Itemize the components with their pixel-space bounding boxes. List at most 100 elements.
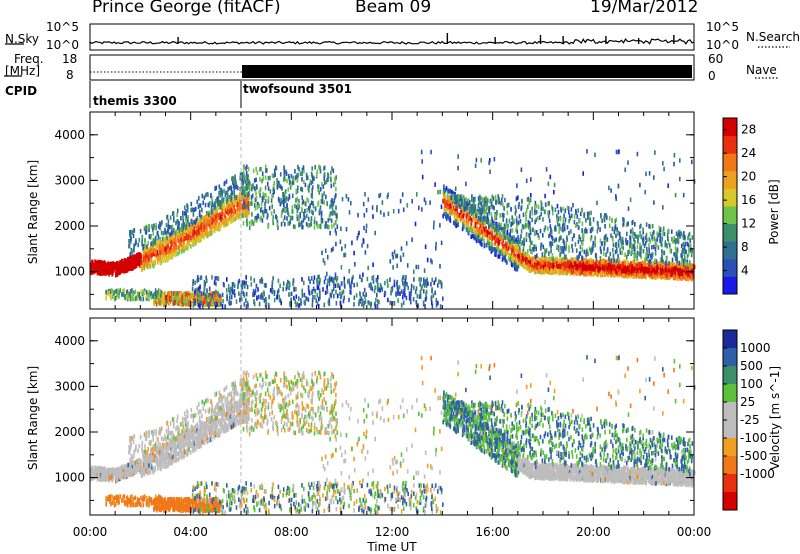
power-cell bbox=[632, 274, 635, 279]
power-cell bbox=[239, 297, 241, 303]
power-cell bbox=[321, 195, 324, 200]
power-cell bbox=[334, 272, 337, 277]
power-cell bbox=[186, 295, 189, 301]
power-cell bbox=[140, 260, 143, 265]
power-cell bbox=[497, 254, 499, 259]
power-cell bbox=[255, 216, 258, 221]
power-cell bbox=[248, 201, 250, 206]
power-cell bbox=[279, 202, 282, 207]
power-cell bbox=[300, 186, 302, 192]
power-cell bbox=[171, 235, 173, 240]
power-cell bbox=[108, 269, 111, 275]
power-cell bbox=[91, 263, 94, 269]
power-cell bbox=[318, 296, 320, 302]
power-cell bbox=[157, 258, 159, 264]
power-cell bbox=[227, 211, 230, 216]
power-cell bbox=[153, 243, 155, 249]
power-cell bbox=[246, 176, 249, 181]
power-cell bbox=[197, 299, 200, 305]
power-cell bbox=[199, 217, 201, 223]
power-cell bbox=[223, 222, 225, 228]
power-cell bbox=[175, 300, 178, 305]
power-cell bbox=[253, 278, 256, 283]
power-cell bbox=[280, 213, 283, 218]
power-cell bbox=[148, 227, 150, 232]
power-cell bbox=[457, 222, 459, 227]
power-cell bbox=[198, 226, 201, 231]
power-cell bbox=[262, 210, 264, 215]
power-cell bbox=[616, 265, 619, 271]
power-cell bbox=[635, 272, 638, 277]
power-cell bbox=[485, 226, 487, 231]
power-cell bbox=[389, 277, 391, 282]
power-cell bbox=[176, 233, 179, 239]
power-cell bbox=[279, 298, 282, 303]
power-cell bbox=[288, 221, 291, 226]
power-cell bbox=[301, 167, 304, 173]
power-cell bbox=[296, 213, 298, 219]
power-cell bbox=[216, 196, 218, 202]
power-cell bbox=[459, 218, 462, 223]
power-cell bbox=[121, 263, 123, 268]
power-cell bbox=[220, 188, 223, 193]
power-cell bbox=[163, 250, 165, 256]
power-cell bbox=[494, 252, 496, 257]
power-cell bbox=[448, 216, 450, 222]
power-cell bbox=[381, 287, 384, 292]
power-cell bbox=[234, 185, 237, 190]
power-cell bbox=[303, 280, 305, 286]
power-cell bbox=[513, 238, 515, 244]
power-cell bbox=[299, 212, 301, 217]
power-cell bbox=[148, 254, 151, 260]
power-cell bbox=[147, 260, 150, 266]
power-cell bbox=[308, 205, 310, 211]
power-cell bbox=[264, 175, 267, 180]
power-cell bbox=[207, 202, 210, 208]
power-cell bbox=[396, 263, 398, 268]
power-cell bbox=[200, 275, 203, 280]
power-cell bbox=[334, 176, 336, 181]
power-cell bbox=[319, 169, 322, 174]
power-cell bbox=[366, 243, 369, 249]
power-cell bbox=[221, 220, 224, 225]
power-cell bbox=[418, 277, 421, 282]
power-cell bbox=[156, 294, 159, 300]
power-cell bbox=[211, 209, 214, 214]
power-cell bbox=[572, 264, 574, 270]
power-cell bbox=[228, 185, 231, 191]
power-cell bbox=[176, 245, 179, 250]
power-cell bbox=[204, 302, 206, 307]
power-cell bbox=[111, 265, 113, 270]
power-cell bbox=[273, 168, 276, 174]
power-cell bbox=[387, 211, 390, 216]
power-cell bbox=[113, 290, 116, 295]
power-cell bbox=[425, 283, 428, 288]
power-cell bbox=[254, 197, 257, 203]
power-cell bbox=[344, 243, 347, 249]
power-cell bbox=[109, 265, 112, 270]
power-cell bbox=[129, 233, 132, 238]
power-cell bbox=[143, 226, 146, 231]
power-cell bbox=[242, 180, 244, 185]
power-cell bbox=[220, 217, 222, 222]
power-cell bbox=[150, 248, 153, 253]
power-cell bbox=[693, 264, 696, 270]
power-cell bbox=[214, 294, 216, 300]
power-cell bbox=[241, 180, 243, 185]
power-cell bbox=[306, 175, 309, 180]
power-cell bbox=[517, 260, 520, 265]
power-cell bbox=[145, 294, 148, 299]
power-cell bbox=[214, 186, 216, 191]
power-cell bbox=[92, 262, 95, 268]
power-cell bbox=[284, 191, 286, 196]
power-cell bbox=[508, 244, 511, 249]
noise-panel-frame bbox=[89, 23, 695, 51]
power-cell bbox=[479, 220, 481, 225]
power-cell bbox=[300, 298, 302, 303]
power-cell bbox=[374, 302, 376, 307]
power-cell bbox=[185, 209, 187, 214]
power-cell bbox=[527, 254, 530, 259]
power-cell bbox=[108, 272, 110, 277]
power-cell bbox=[342, 298, 345, 304]
nave-tick-top: 60 bbox=[708, 52, 724, 66]
